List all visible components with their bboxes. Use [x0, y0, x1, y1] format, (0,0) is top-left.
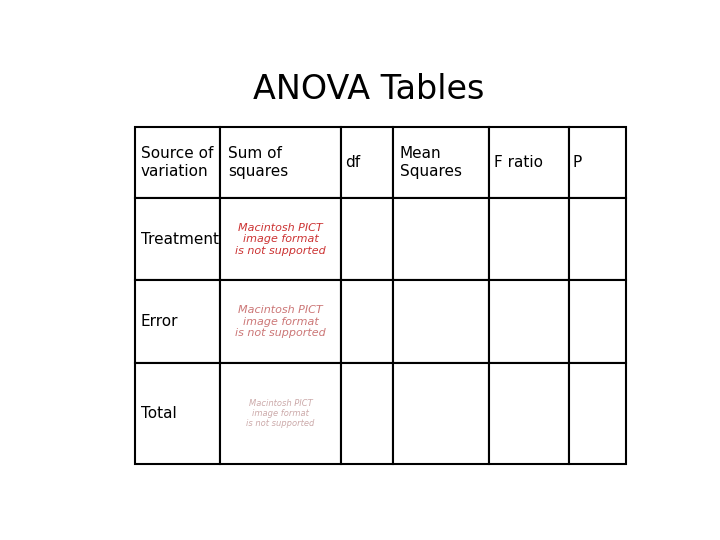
Bar — [393, 280, 489, 363]
Bar — [341, 198, 393, 280]
Text: F ratio: F ratio — [495, 155, 544, 170]
Bar — [569, 280, 626, 363]
Bar — [341, 363, 393, 464]
Bar — [489, 127, 569, 198]
Bar — [220, 198, 341, 280]
Bar — [220, 280, 341, 363]
Text: Macintosh PICT
image format
is not supported: Macintosh PICT image format is not suppo… — [235, 222, 326, 256]
Text: Mean
Squares: Mean Squares — [400, 146, 462, 179]
Bar — [341, 127, 393, 198]
Bar — [393, 363, 489, 464]
Bar — [489, 280, 569, 363]
Bar — [220, 363, 341, 464]
Bar — [569, 127, 626, 198]
Text: Total: Total — [140, 406, 176, 421]
Text: Macintosh PICT
image format
is not supported: Macintosh PICT image format is not suppo… — [235, 305, 326, 338]
Text: Sum of
squares: Sum of squares — [228, 146, 289, 179]
Bar — [489, 363, 569, 464]
Text: P: P — [573, 155, 582, 170]
Text: df: df — [345, 155, 360, 170]
Bar — [220, 127, 341, 198]
Text: Macintosh PICT
image format
is not supported: Macintosh PICT image format is not suppo… — [246, 399, 315, 428]
Bar — [569, 363, 626, 464]
Bar — [135, 280, 220, 363]
Bar — [135, 363, 220, 464]
Text: Error: Error — [140, 314, 178, 329]
Bar — [135, 127, 220, 198]
Text: ANOVA Tables: ANOVA Tables — [253, 73, 485, 106]
Text: Source of
variation: Source of variation — [140, 146, 213, 179]
Text: Treatment: Treatment — [140, 232, 219, 247]
Bar — [569, 198, 626, 280]
Bar — [393, 198, 489, 280]
Bar — [341, 280, 393, 363]
Bar — [135, 198, 220, 280]
Bar — [393, 127, 489, 198]
Bar — [489, 198, 569, 280]
